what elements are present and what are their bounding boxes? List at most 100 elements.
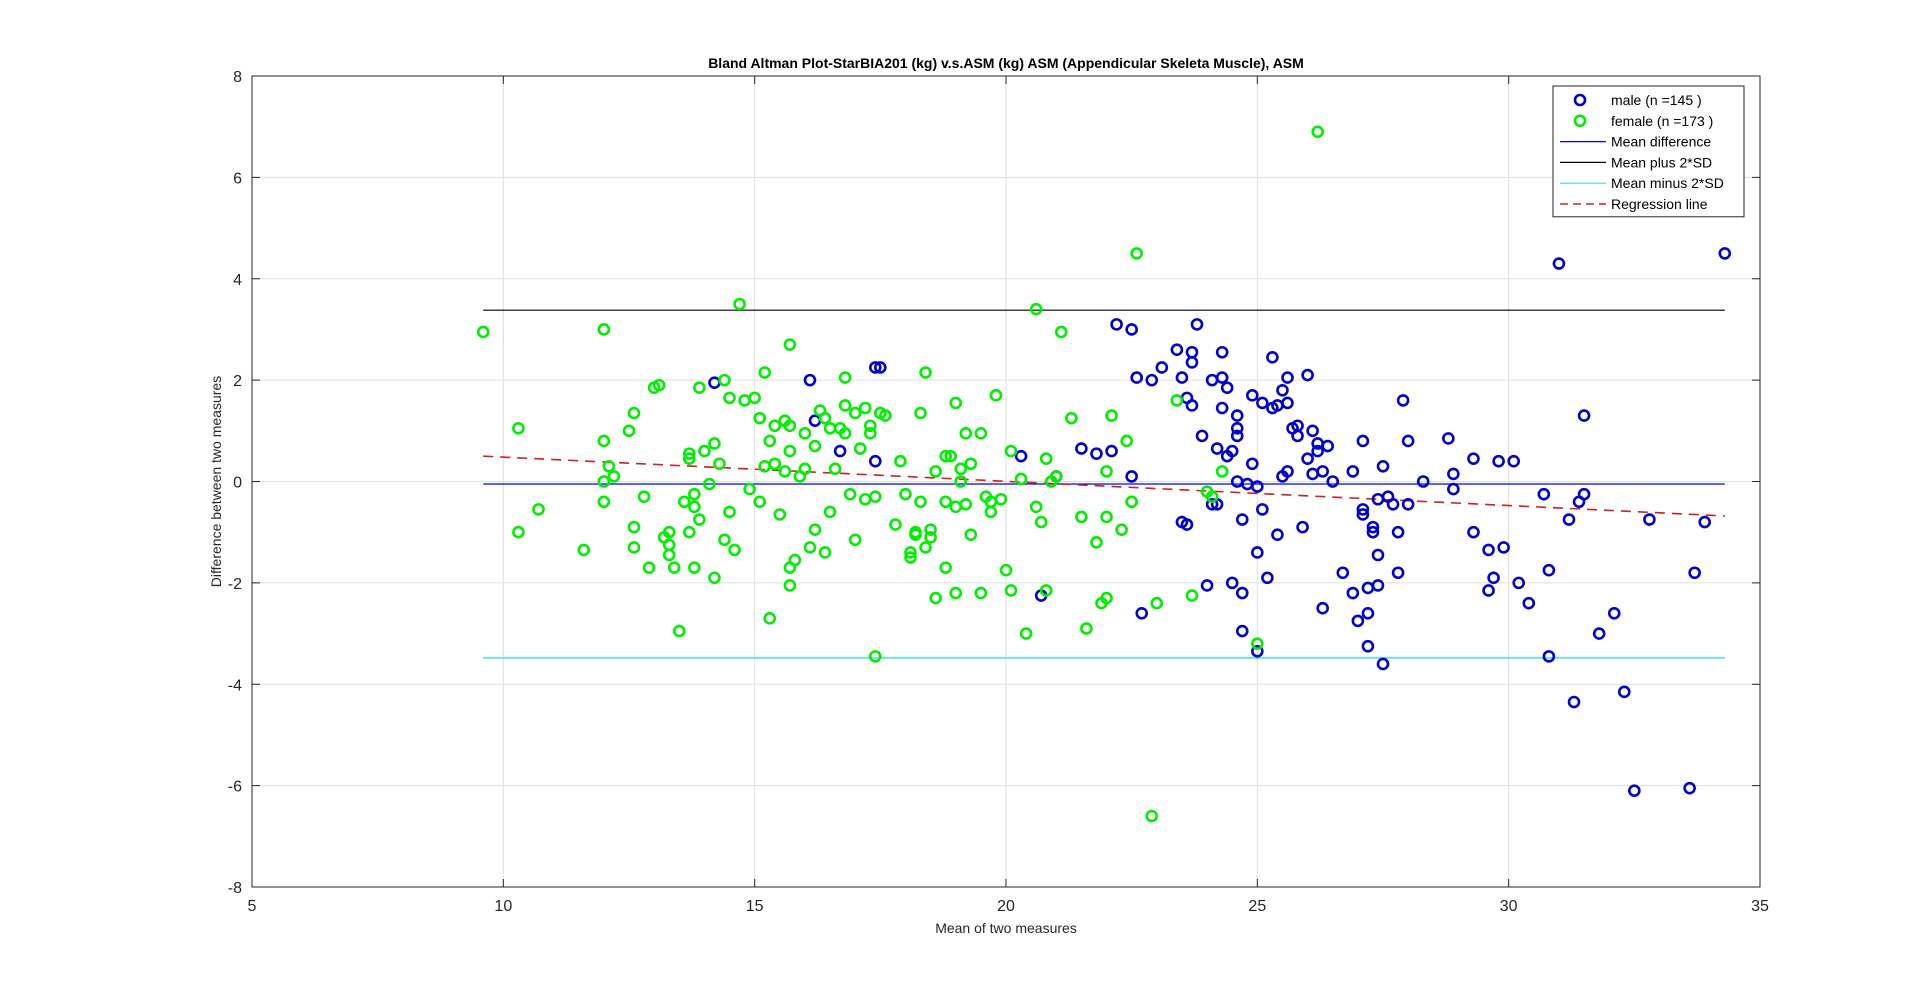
female-point xyxy=(597,434,611,448)
female-point xyxy=(718,373,731,387)
male-point xyxy=(1125,323,1138,336)
female-point xyxy=(1100,510,1113,524)
male-point xyxy=(1251,546,1264,559)
male-point xyxy=(1497,541,1510,554)
female-point xyxy=(758,366,772,379)
male-point xyxy=(1170,343,1184,357)
male-point xyxy=(1291,429,1304,443)
male-point xyxy=(1125,470,1138,483)
male-point xyxy=(1261,571,1274,585)
y-axis-label: Difference between two measures xyxy=(208,376,224,587)
female-legend-marker xyxy=(1573,114,1587,128)
male-point xyxy=(1371,579,1385,592)
female-point xyxy=(939,495,952,509)
female-point xyxy=(652,378,666,392)
female-point xyxy=(853,442,867,455)
male-point xyxy=(1235,513,1249,526)
female-point xyxy=(914,495,927,509)
female-point xyxy=(597,475,611,488)
female-point xyxy=(662,525,676,539)
male-point xyxy=(1110,318,1123,331)
female-point xyxy=(1130,247,1143,260)
female-point xyxy=(848,533,862,547)
male-point xyxy=(1361,639,1375,653)
female-point xyxy=(788,553,802,567)
male-point xyxy=(1628,784,1641,797)
male-point xyxy=(1225,576,1239,590)
male-point xyxy=(1356,503,1370,516)
male-point xyxy=(1175,371,1189,384)
female-point xyxy=(607,470,621,483)
female-point xyxy=(677,495,691,509)
male-point xyxy=(1336,566,1350,580)
female-point xyxy=(1205,490,1219,504)
female-point xyxy=(1029,500,1043,514)
male-point xyxy=(1482,543,1495,557)
female-point xyxy=(642,561,656,574)
male-point xyxy=(1401,498,1415,511)
legend-label-mean_minus_2sd: Mean minus 2*SD xyxy=(1611,175,1724,191)
male-point xyxy=(1251,645,1264,658)
female-point xyxy=(904,551,917,564)
female-point xyxy=(989,389,1003,402)
female-point xyxy=(944,449,958,463)
female-point xyxy=(713,457,726,471)
female-point xyxy=(718,533,731,547)
male-point xyxy=(1487,571,1500,585)
male-point xyxy=(1195,429,1209,443)
male-point xyxy=(1467,452,1480,465)
female-point xyxy=(783,444,797,458)
female-point xyxy=(768,457,782,471)
female-point xyxy=(683,452,696,465)
female-point xyxy=(768,419,782,433)
male-point xyxy=(1562,513,1576,526)
female-point xyxy=(939,561,952,574)
female-point xyxy=(914,406,927,420)
female-point xyxy=(964,457,978,471)
female-point xyxy=(1039,452,1053,465)
y-tick-label: -8 xyxy=(228,880,242,897)
female-point xyxy=(512,421,525,435)
legend-label-male: male (n =145 ) xyxy=(1611,92,1702,108)
male-point xyxy=(1366,520,1380,534)
female-point xyxy=(1054,325,1068,339)
x-tick-label: 35 xyxy=(1751,898,1769,915)
female-point xyxy=(627,520,641,534)
male-point xyxy=(1090,447,1103,460)
female-point xyxy=(1105,409,1118,422)
male-point xyxy=(1230,429,1244,443)
female-point xyxy=(863,419,877,433)
male-point xyxy=(1698,515,1712,529)
female-point xyxy=(1014,472,1028,486)
female-point xyxy=(532,503,545,516)
male-point xyxy=(1366,525,1380,539)
male-point xyxy=(1271,528,1284,542)
female-point xyxy=(1029,302,1043,316)
female-point xyxy=(622,424,636,438)
male-point xyxy=(1145,373,1159,387)
female-point xyxy=(894,454,907,468)
male-point xyxy=(1246,457,1259,471)
female-point xyxy=(843,487,857,501)
male-point xyxy=(1281,396,1294,410)
female-point xyxy=(959,427,973,440)
male-point xyxy=(1276,383,1289,397)
female-point xyxy=(974,427,988,440)
male-point xyxy=(1311,444,1324,458)
female-point xyxy=(869,490,882,504)
female-point xyxy=(667,561,681,574)
female-point xyxy=(1170,394,1184,407)
female-point xyxy=(1145,809,1159,823)
female-point xyxy=(1100,591,1113,605)
male-point xyxy=(1416,475,1430,488)
male-point xyxy=(1718,247,1732,260)
female-point xyxy=(1150,596,1164,610)
female-point xyxy=(798,462,812,476)
female-point xyxy=(476,325,490,339)
female-point xyxy=(627,406,641,420)
female-point xyxy=(783,579,797,592)
female-point xyxy=(753,495,766,509)
female-point xyxy=(512,525,525,539)
female-point xyxy=(869,650,882,663)
female-point xyxy=(909,528,922,542)
